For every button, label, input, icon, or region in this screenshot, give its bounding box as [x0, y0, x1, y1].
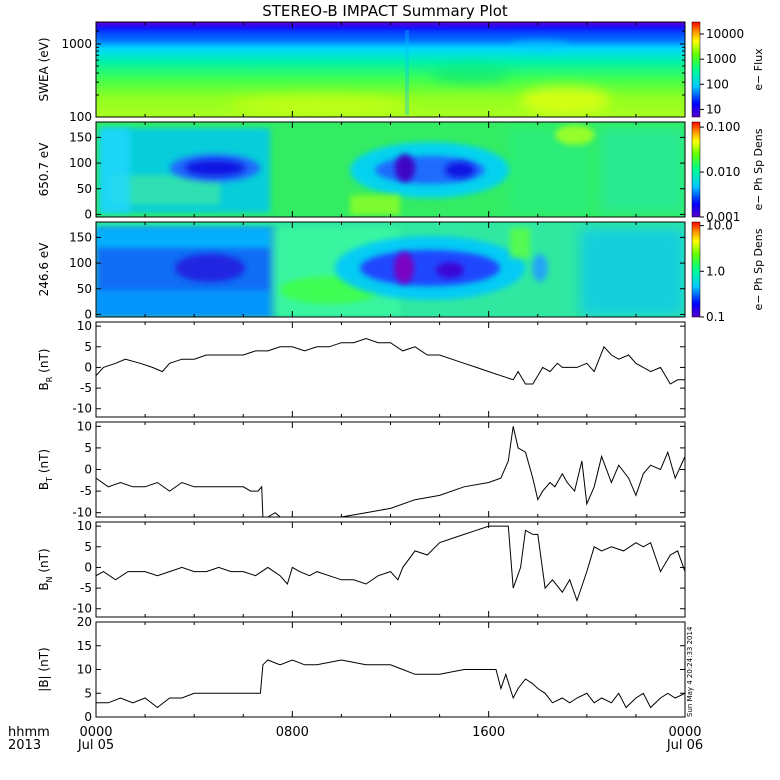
y-tick-label: 50	[77, 182, 92, 196]
y-tick-label: 100	[69, 110, 92, 124]
y-tick-label: 10	[77, 419, 92, 433]
y-axis-label: |B| (nT)	[37, 647, 51, 691]
colorbar-tick-label: 10.0	[706, 219, 733, 233]
pad-246-colorbar	[691, 221, 701, 318]
y-axis-label: BT (nT)	[37, 449, 54, 490]
y-tick-label: 100	[69, 156, 92, 170]
y-tick-label: 10	[77, 319, 92, 333]
y-tick-label: -5	[80, 581, 92, 595]
x-date-label: Jul 05	[77, 738, 114, 753]
y-tick-label: -5	[80, 381, 92, 395]
swea-colorbar	[691, 21, 701, 118]
bn-series-line	[95, 525, 686, 603]
colorbar-tick-label: 0.100	[706, 120, 740, 134]
y-axis-label: BR (nT)	[37, 349, 54, 391]
colorbar-label: e− Ph Sp Dens	[752, 128, 765, 210]
y-tick-label: 10	[77, 663, 92, 677]
y-tick-label: 0	[84, 207, 92, 221]
bmag-series-line	[96, 659, 686, 709]
colorbar-tick-label: 10	[706, 102, 721, 116]
x-row2-label: 2013	[8, 738, 41, 753]
y-axis-label: SWEA (eV)	[37, 37, 51, 101]
y-tick-label: 150	[69, 130, 92, 144]
y-tick-label: -10	[72, 602, 92, 616]
y-tick-label: 50	[77, 282, 92, 296]
y-tick-label: 5	[84, 540, 92, 554]
y-tick-label: 20	[77, 615, 92, 629]
y-tick-label: 0	[84, 463, 92, 477]
br-frame	[95, 321, 686, 418]
colorbar-tick-label: 10000	[706, 27, 744, 41]
y-tick-label: 0	[84, 360, 92, 374]
colorbar-tick-label: 0.1	[706, 310, 725, 324]
y-tick-label: 5	[84, 441, 92, 455]
y-tick-label: 0	[84, 560, 92, 574]
y-tick-label: 150	[69, 230, 92, 244]
colorbar-label: e− Ph Sp Dens	[752, 228, 765, 310]
y-tick-label: -10	[72, 506, 92, 520]
y-axis-label: 650.7 eV	[37, 142, 51, 197]
pad-650-spectrogram	[96, 122, 685, 217]
br-series-line	[95, 337, 685, 385]
x-tick-label: 0000	[668, 725, 701, 740]
y-tick-label: 5	[84, 686, 92, 700]
pad-650-colorbar	[691, 121, 701, 218]
colorbar-tick-label: 0.010	[706, 165, 740, 179]
bn-frame	[95, 521, 686, 618]
colorbar-tick-label: 1.0	[706, 264, 725, 278]
y-tick-label: 15	[77, 639, 92, 653]
y-axis-label: 246.6 eV	[37, 242, 51, 297]
figure-title: STEREO-B IMPACT Summary Plot	[262, 2, 508, 20]
bt-series-line	[95, 426, 686, 518]
x-date-label: Jul 06	[666, 738, 703, 753]
y-tick-label: -10	[72, 402, 92, 416]
bt-frame	[95, 421, 686, 518]
x-tick-label: 0000	[79, 725, 112, 740]
y-tick-label: 0	[84, 307, 92, 321]
y-tick-label: 10	[77, 519, 92, 533]
colorbar-label: e− Flux	[752, 48, 765, 91]
x-row1-label: hhmm	[8, 725, 50, 740]
swea-spectrogram	[96, 22, 685, 117]
x-tick-label: 0800	[276, 725, 309, 740]
y-tick-label: 5	[84, 340, 92, 354]
y-axis-label: BN (nT)	[37, 548, 54, 590]
timestamp-stamp: Sun May 4 20:24:33 2014	[686, 626, 694, 717]
colorbar-tick-label: 0.001	[706, 210, 740, 224]
y-tick-label: 1000	[61, 37, 92, 51]
bmag-frame	[95, 621, 686, 718]
y-tick-label: 0	[84, 710, 92, 724]
x-tick-label: 1600	[472, 725, 505, 740]
pad-246-spectrogram	[96, 222, 685, 317]
y-tick-label: 100	[69, 256, 92, 270]
colorbar-tick-label: 100	[706, 77, 729, 91]
y-tick-label: -5	[80, 484, 92, 498]
colorbar-tick-label: 1000	[706, 52, 737, 66]
